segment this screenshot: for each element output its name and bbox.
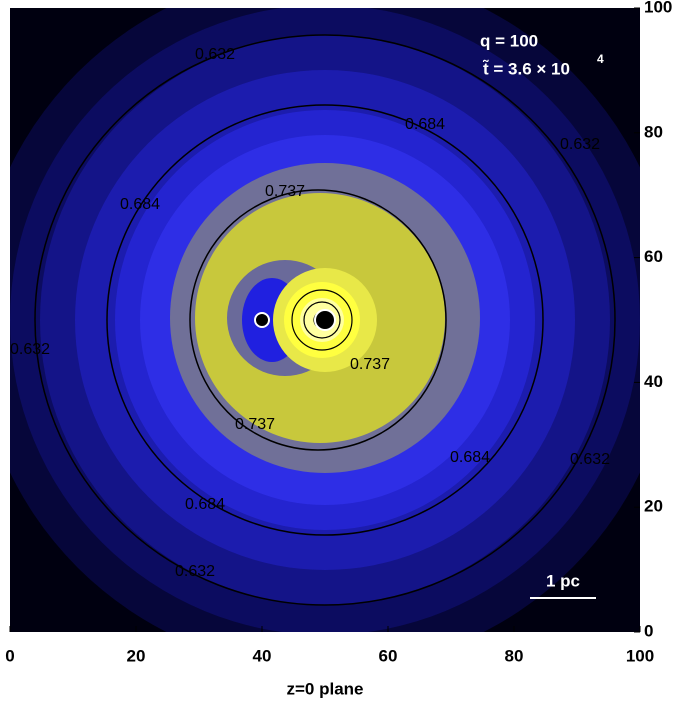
scale-bar-label: 1 pc — [546, 571, 580, 590]
x-tick-label: 80 — [505, 646, 524, 665]
contour-label: 0.684 — [405, 116, 445, 133]
x-tick-label: 40 — [253, 646, 272, 665]
y-tick-label: 60 — [644, 247, 663, 266]
density-map — [10, 8, 640, 632]
contour-label: 0.632 — [10, 341, 50, 358]
marks — [254, 309, 336, 331]
x-axis-label: z=0 plane — [286, 679, 363, 698]
y-tick-label: 100 — [644, 0, 672, 16]
contour-label: 0.632 — [570, 451, 610, 468]
x-tick-label: 100 — [626, 646, 654, 665]
y-tick-label: 80 — [644, 122, 663, 141]
y-tick-label: 0 — [644, 621, 653, 640]
point — [314, 309, 336, 331]
contour-label: 0.632 — [195, 46, 235, 63]
y-tick-label: 20 — [644, 497, 663, 516]
contour-label: 0.632 — [175, 563, 215, 580]
time-label: t̃ = 3.6 × 10 — [483, 59, 570, 78]
contour-label: 0.684 — [450, 449, 490, 466]
x-tick-label: 20 — [127, 646, 146, 665]
x-tick-label: 60 — [379, 646, 398, 665]
contour-label: 0.684 — [120, 196, 160, 213]
contour-label: 0.684 — [185, 496, 225, 513]
contour-label: 0.737 — [235, 416, 275, 433]
y-tick-label: 40 — [644, 372, 663, 391]
x-tick-label: 0 — [5, 646, 14, 665]
contour-line — [106, 104, 544, 536]
time-exponent: 4 — [597, 52, 604, 66]
contour-line — [291, 289, 353, 351]
contour-label: 0.632 — [560, 136, 600, 153]
contour-line — [189, 189, 447, 451]
contour-line — [303, 301, 341, 339]
contour-label: 0.737 — [265, 183, 305, 200]
point — [254, 312, 270, 328]
mass-ratio: q = 100 — [480, 31, 538, 50]
contour-label: 0.737 — [350, 356, 390, 373]
contours: 0.632 0.632 0.632 0.632 0.632 0.684 0.684 0.684… — [10, 34, 616, 606]
contour-line — [34, 34, 616, 606]
